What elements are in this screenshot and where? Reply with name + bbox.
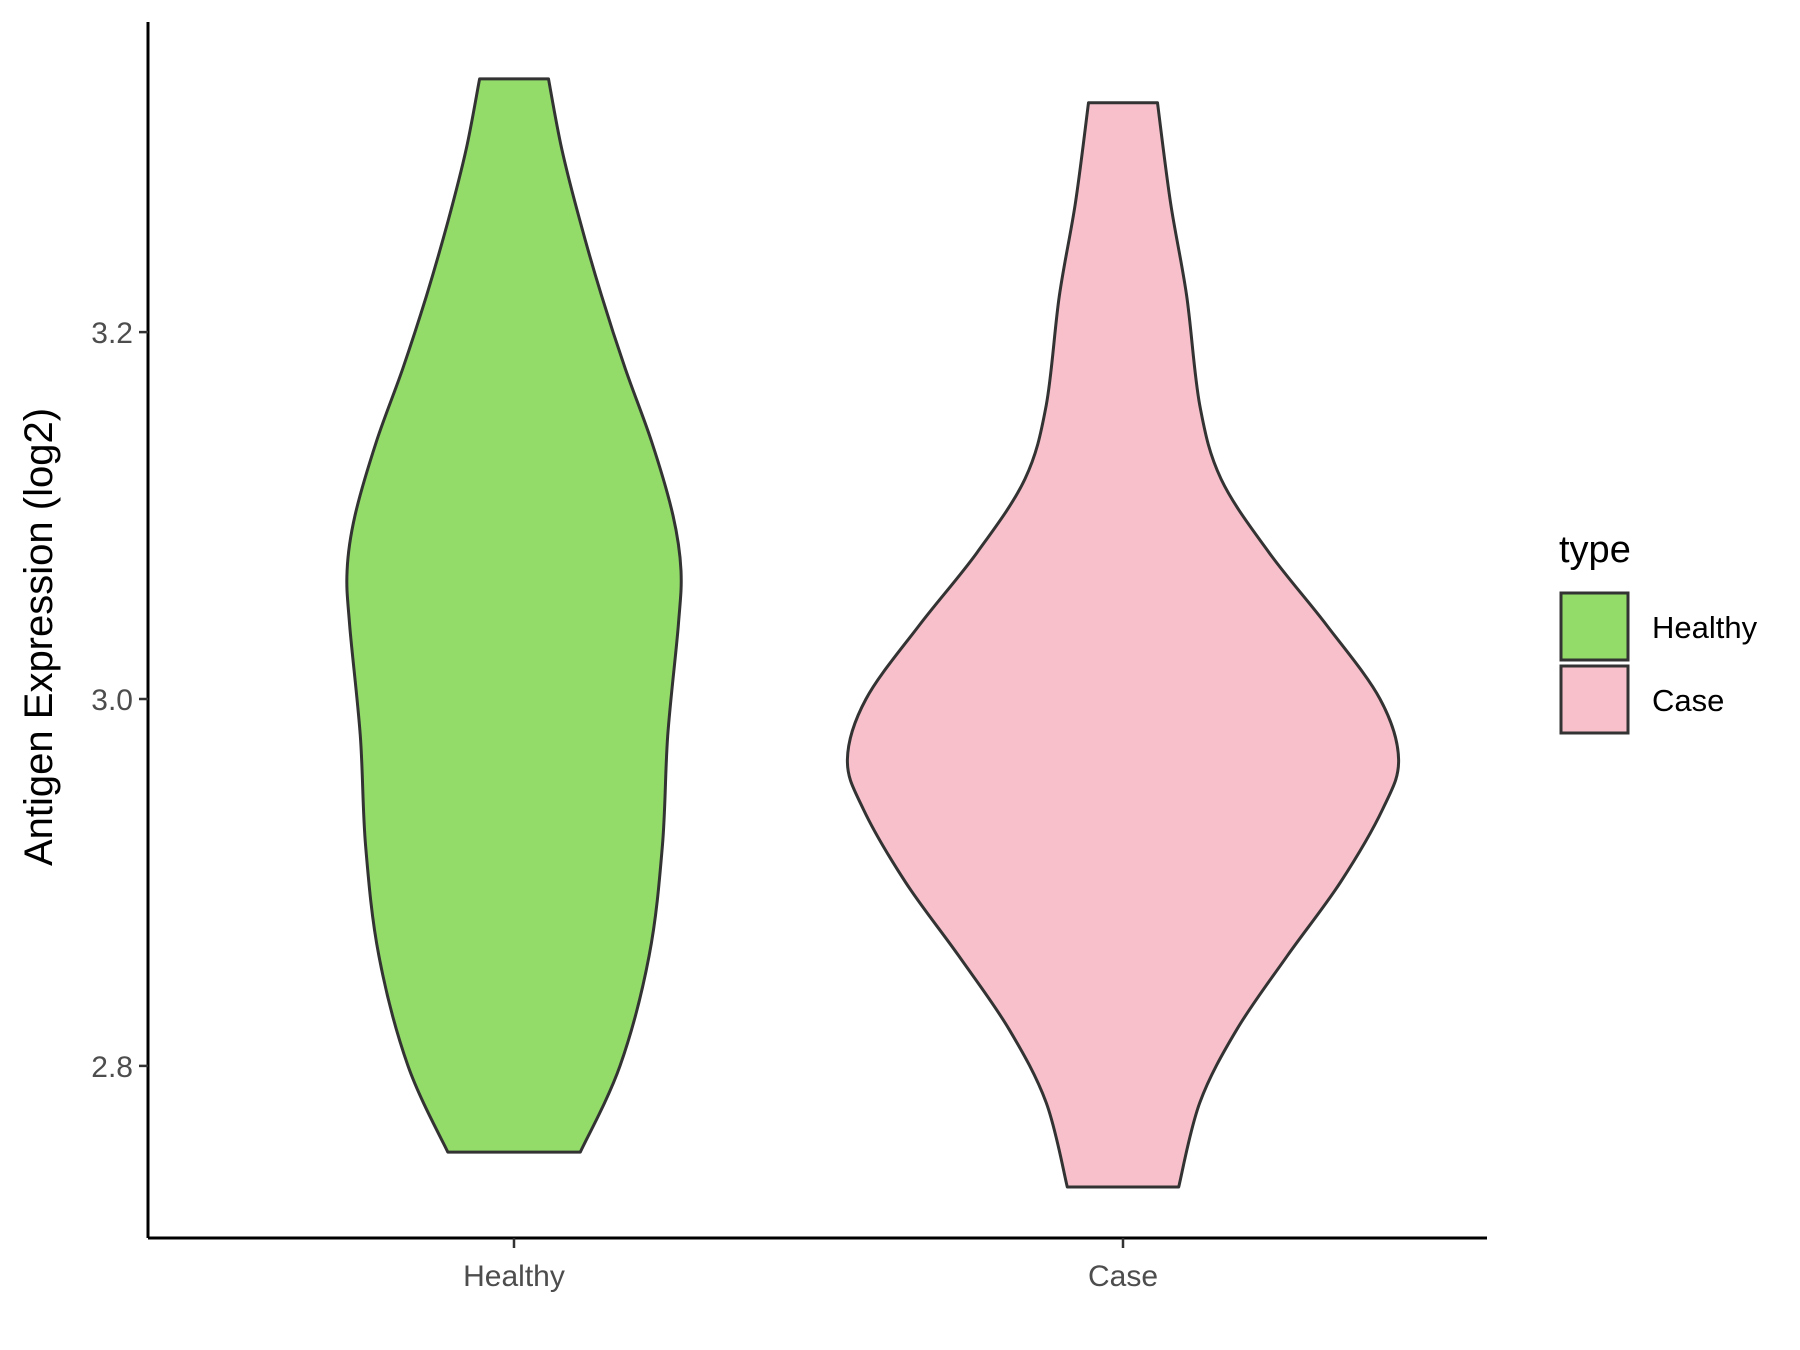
legend-swatch-case xyxy=(1559,664,1630,735)
violin-case xyxy=(845,101,1401,1189)
y-axis-title: Antigen Expression (log2) xyxy=(17,408,61,866)
legend-label-case: Case xyxy=(1652,683,1724,718)
y-tick-label: 2.8 xyxy=(91,1051,133,1084)
x-ticks: Healthy Case xyxy=(463,1238,1158,1293)
y-tick-label: 3.0 xyxy=(91,684,133,717)
y-tick-label: 3.2 xyxy=(91,317,133,350)
legend-swatch-healthy xyxy=(1559,591,1630,662)
legend-label-healthy: Healthy xyxy=(1652,610,1758,645)
x-tick-label: Case xyxy=(1088,1260,1158,1293)
violins xyxy=(345,77,1401,1189)
axes: 2.8 3.0 3.2 Healthy Case xyxy=(91,22,1487,1293)
legend-entries: Healthy Case xyxy=(1559,591,1758,735)
violin-healthy xyxy=(345,77,683,1154)
x-tick-label: Healthy xyxy=(463,1260,565,1293)
legend-title: type xyxy=(1559,529,1631,571)
legend: type Healthy Case xyxy=(1559,529,1758,735)
y-ticks: 2.8 3.0 3.2 xyxy=(91,317,148,1084)
